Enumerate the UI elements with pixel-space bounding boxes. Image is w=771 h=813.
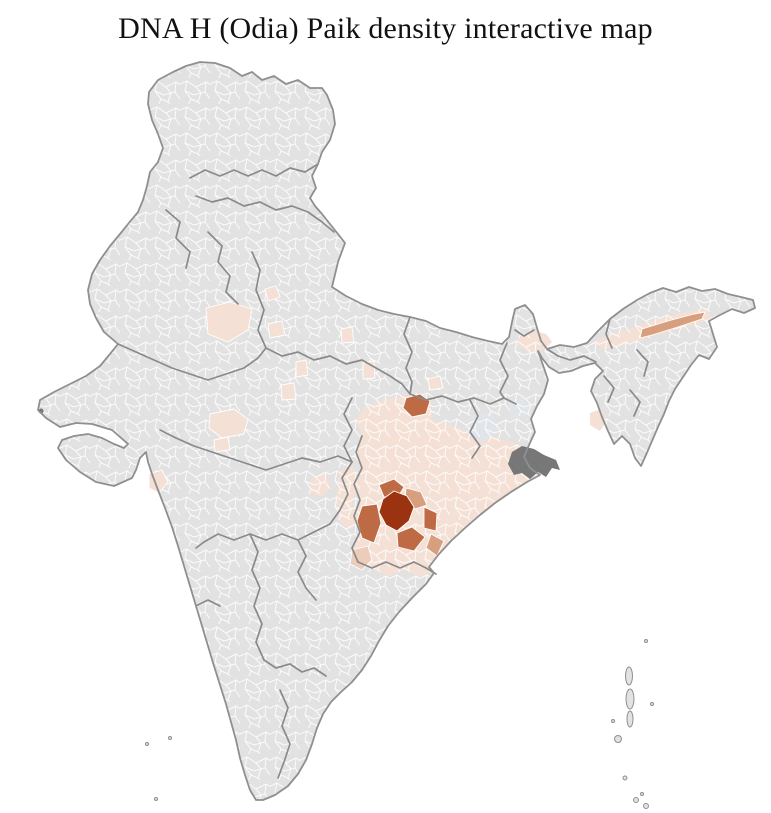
- district-highlight[interactable]: [205, 301, 253, 343]
- district-highlight[interactable]: [267, 320, 286, 339]
- district-highlight[interactable]: [340, 326, 355, 344]
- district-highlight[interactable]: [423, 506, 438, 532]
- district-highlight[interactable]: [356, 503, 382, 544]
- district-highlight[interactable]: [396, 526, 426, 552]
- district-mesh: [38, 62, 755, 800]
- district-highlight[interactable]: [639, 311, 706, 339]
- scattered-districts[interactable]: [148, 285, 444, 571]
- sundarbans-dark-region[interactable]: [508, 446, 560, 479]
- andaman-nicobar-islands[interactable]: [611, 639, 654, 809]
- high-density-cluster[interactable]: [356, 311, 706, 557]
- district-highlight[interactable]: [208, 408, 249, 439]
- district-highlight[interactable]: [264, 285, 281, 302]
- district-highlight[interactable]: [427, 375, 444, 391]
- map-title: DNA H (Odia) Paik density interactive ma…: [118, 12, 653, 45]
- district-highlight[interactable]: [295, 359, 309, 378]
- country-outline: [37, 61, 756, 801]
- lakshadweep-islands[interactable]: [145, 736, 172, 801]
- district-highlight[interactable]: [280, 382, 297, 401]
- state-borders: [117, 163, 649, 779]
- district-highlight-max[interactable]: [378, 490, 415, 532]
- district-highlight[interactable]: [148, 469, 169, 494]
- district-highlight[interactable]: [213, 436, 231, 453]
